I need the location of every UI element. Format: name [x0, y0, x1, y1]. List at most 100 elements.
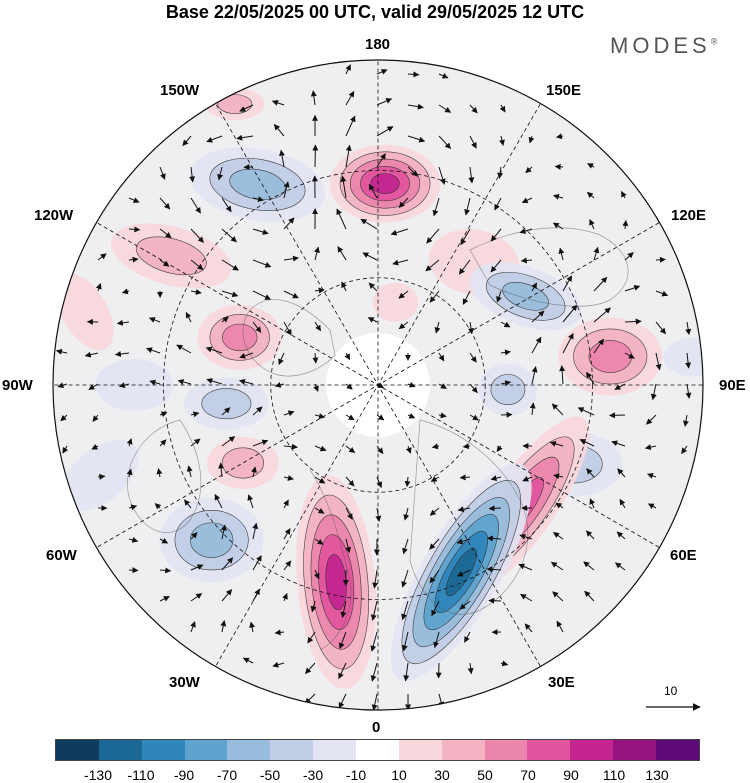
- wind-arrow: [283, 474, 294, 481]
- wind-arrow: [438, 352, 445, 362]
- wind-arrow: [685, 383, 692, 399]
- wind-arrow: [529, 402, 536, 416]
- wind-arrow: [496, 445, 503, 452]
- wind-arrow: [496, 290, 502, 303]
- wind-arrow: [500, 321, 511, 328]
- colorbar-tick-label: 130: [645, 767, 669, 783]
- registered-mark: ®: [710, 36, 718, 47]
- wind-arrow: [128, 536, 139, 543]
- wind-arrow: [376, 69, 388, 75]
- wind-arrow: [128, 504, 138, 511]
- label-lon-120w: 120W: [34, 207, 74, 224]
- wind-arrow: [589, 498, 596, 509]
- wind-arrow: [401, 600, 409, 621]
- wind-arrow: [184, 499, 192, 509]
- wind-arrow: [283, 560, 292, 571]
- coastline: [127, 419, 202, 533]
- wind-arrow: [159, 228, 172, 239]
- wind-arrow: [221, 316, 229, 323]
- wind-arrow: [340, 175, 347, 199]
- wind-arrow: [345, 64, 351, 75]
- wind-arrow: [398, 290, 409, 299]
- wind-arrow: [345, 414, 355, 421]
- positive-anomaly-contour: [55, 273, 114, 351]
- wind-arrow: [340, 600, 347, 619]
- wind-arrow: [376, 153, 386, 168]
- wind-arrow: [583, 561, 595, 571]
- wind-arrow: [624, 252, 634, 261]
- wind-arrow: [685, 352, 692, 369]
- wind-arrow: [116, 319, 130, 326]
- wind-arrow: [336, 208, 347, 230]
- colorbar-segment: [356, 740, 399, 760]
- reference-vector-label: 10: [664, 684, 678, 698]
- wind-arrow: [252, 228, 269, 235]
- wind-arrow: [239, 378, 254, 385]
- wind-arrow: [221, 589, 233, 602]
- colorbar-segment: [656, 740, 699, 760]
- wind-arrow: [500, 380, 512, 387]
- wind-arrow: [620, 191, 627, 199]
- wind-arrow: [562, 275, 573, 292]
- wind-arrow: [401, 631, 409, 652]
- negative-anomaly-contour: [189, 522, 234, 558]
- wind-arrow: [252, 555, 262, 571]
- wind-arrow: [221, 407, 231, 416]
- wind-arrow: [407, 135, 426, 143]
- wind-arrow: [305, 662, 316, 674]
- wind-arrow: [521, 197, 533, 204]
- wind-arrow: [462, 290, 471, 305]
- wind-arrow: [283, 499, 289, 509]
- wind-arrow: [206, 378, 223, 385]
- wind-arrow: [149, 379, 161, 386]
- wind-arrow: [407, 71, 420, 78]
- label-lon-60w: 60W: [46, 547, 77, 564]
- wind-arrow: [647, 503, 657, 510]
- wind-arrow: [376, 98, 393, 106]
- wind-arrow: [528, 135, 535, 144]
- wind-arrow: [469, 104, 478, 114]
- wind-arrow: [159, 197, 171, 210]
- wind-arrow: [500, 660, 509, 667]
- wind-arrow: [531, 366, 538, 385]
- colorbar-tick-label: 70: [520, 767, 536, 783]
- coastline: [242, 299, 336, 377]
- wind-arrow: [403, 507, 410, 521]
- wind-arrow: [429, 290, 440, 303]
- wind-arrow: [553, 473, 564, 480]
- wind-arrow: [429, 507, 440, 516]
- wind-arrow: [221, 290, 239, 298]
- wind-arrow: [176, 344, 192, 354]
- wind-arrow: [190, 228, 204, 243]
- wind-arrow: [438, 135, 451, 149]
- wind-arrow: [555, 502, 564, 509]
- wind-arrow: [159, 537, 169, 544]
- wind-arrow: [520, 257, 533, 264]
- wind-arrow: [376, 126, 394, 137]
- wind-arrow: [283, 410, 295, 417]
- wind-arrow: [520, 593, 533, 602]
- colorbar-tick-label: 30: [434, 767, 450, 783]
- wind-arrow: [438, 383, 447, 389]
- label-lon-120e: 120E: [671, 207, 707, 224]
- wind-arrow: [345, 445, 356, 454]
- wind-arrow: [500, 349, 511, 356]
- colorbar-tick-label: 90: [563, 767, 579, 783]
- wind-arrow: [593, 276, 608, 292]
- wind-arrow: [593, 246, 600, 261]
- wind-arrow: [88, 383, 99, 390]
- wind-arrow: [407, 413, 416, 419]
- colorbar-segment: [184, 740, 228, 760]
- wind-arrow: [190, 197, 201, 214]
- wind-arrow: [190, 532, 198, 540]
- wind-arrow: [458, 259, 471, 275]
- label-lon-60e: 60E: [670, 547, 697, 564]
- wind-arrow: [279, 149, 285, 168]
- wind-arrow: [314, 413, 326, 419]
- wind-arrow: [682, 414, 689, 427]
- wind-arrow: [611, 440, 626, 447]
- wind-arrow: [531, 282, 538, 292]
- wind-arrow: [190, 438, 201, 447]
- wind-arrow: [313, 383, 319, 392]
- colorbar-segment: [141, 740, 185, 760]
